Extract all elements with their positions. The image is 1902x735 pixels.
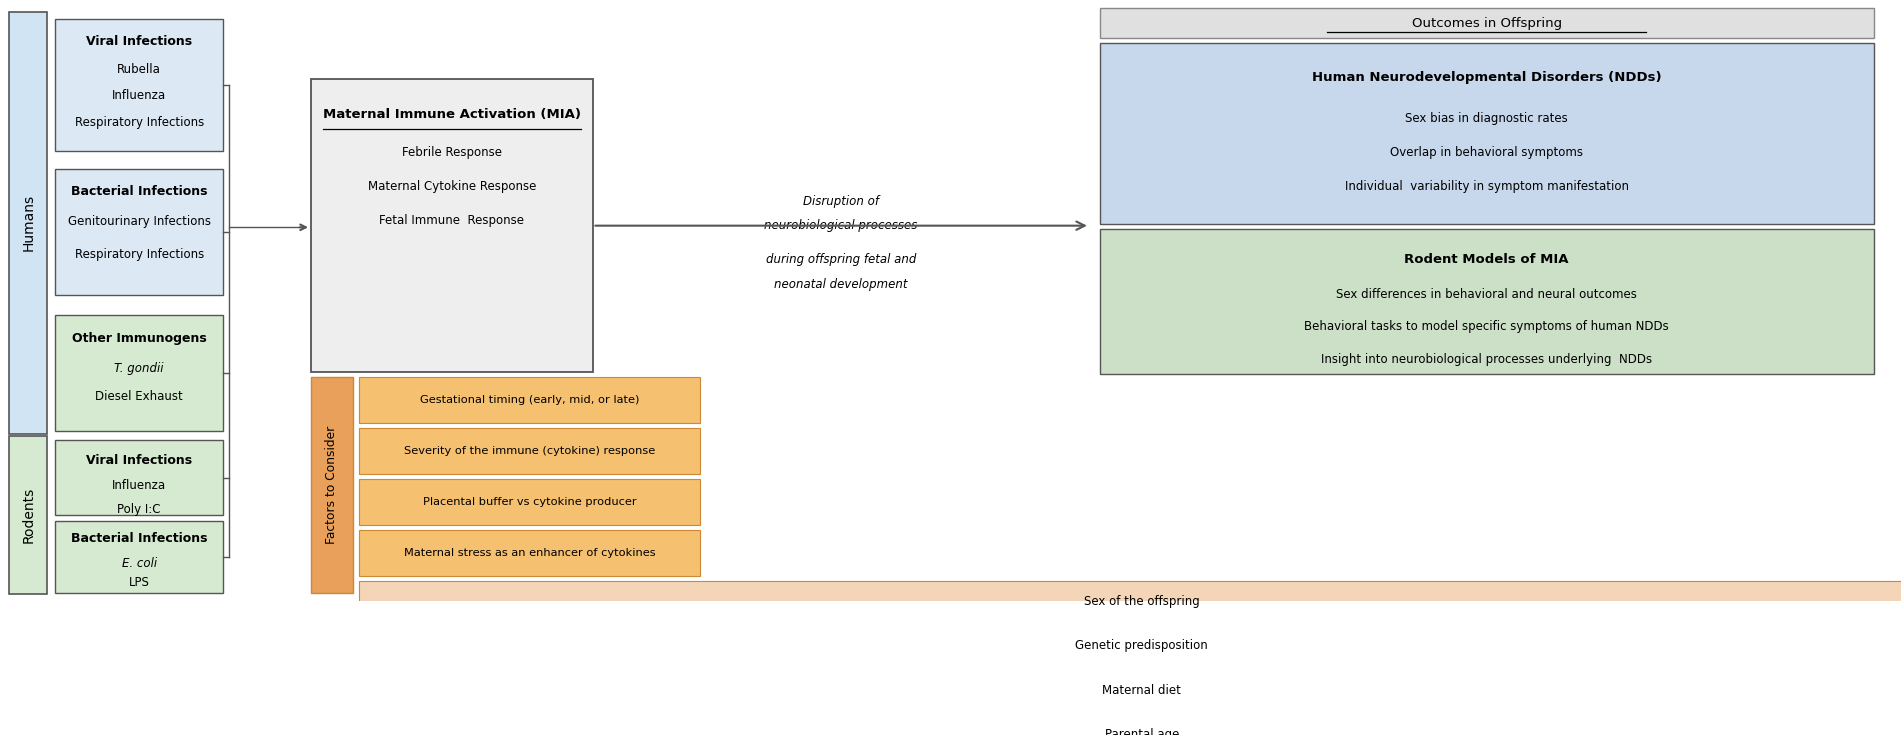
Text: Maternal diet: Maternal diet <box>1103 684 1181 697</box>
FancyBboxPatch shape <box>310 79 593 373</box>
FancyBboxPatch shape <box>55 315 223 431</box>
Text: Placental buffer vs cytokine producer: Placental buffer vs cytokine producer <box>422 497 637 507</box>
FancyBboxPatch shape <box>359 377 700 423</box>
Text: Parental age: Parental age <box>1105 728 1179 735</box>
Text: Bacterial Infections: Bacterial Infections <box>70 185 207 198</box>
Text: Fetal Immune  Response: Fetal Immune Response <box>378 215 525 227</box>
Text: Viral Infections: Viral Infections <box>86 454 192 467</box>
FancyBboxPatch shape <box>55 440 223 515</box>
Text: Poly I:C: Poly I:C <box>118 503 162 516</box>
Text: Influenza: Influenza <box>112 478 165 492</box>
Text: Genitourinary Infections: Genitourinary Infections <box>68 215 211 228</box>
Text: during offspring fetal and: during offspring fetal and <box>767 254 917 266</box>
Text: Gestational timing (early, mid, or late): Gestational timing (early, mid, or late) <box>420 395 639 405</box>
FancyBboxPatch shape <box>359 479 700 525</box>
Text: neurobiological processes: neurobiological processes <box>765 219 919 232</box>
Text: Other Immunogens: Other Immunogens <box>72 331 207 345</box>
Text: T. gondii: T. gondii <box>114 362 164 375</box>
Text: Viral Infections: Viral Infections <box>86 35 192 48</box>
FancyBboxPatch shape <box>55 168 223 295</box>
FancyBboxPatch shape <box>359 581 1902 621</box>
Text: Rodent Models of MIA: Rodent Models of MIA <box>1404 254 1569 266</box>
Text: Behavioral tasks to model specific symptoms of human NDDs: Behavioral tasks to model specific sympt… <box>1305 320 1670 333</box>
Text: Overlap in behavioral symptoms: Overlap in behavioral symptoms <box>1390 146 1582 159</box>
FancyBboxPatch shape <box>1099 8 1873 38</box>
FancyBboxPatch shape <box>55 18 223 151</box>
Text: Individual  variability in symptom manifestation: Individual variability in symptom manife… <box>1345 180 1628 193</box>
Text: Maternal Cytokine Response: Maternal Cytokine Response <box>367 180 536 193</box>
FancyBboxPatch shape <box>1099 43 1873 224</box>
Text: Sex bias in diagnostic rates: Sex bias in diagnostic rates <box>1406 112 1567 124</box>
Text: Bacterial Infections: Bacterial Infections <box>70 532 207 545</box>
Text: Human Neurodevelopmental Disorders (NDDs): Human Neurodevelopmental Disorders (NDDs… <box>1312 71 1662 84</box>
Text: Factors to Consider: Factors to Consider <box>325 426 339 544</box>
Text: LPS: LPS <box>129 576 150 589</box>
Text: Severity of the immune (cytokine) response: Severity of the immune (cytokine) respon… <box>403 446 656 456</box>
Text: Febrile Response: Febrile Response <box>401 146 502 159</box>
Text: Insight into neurobiological processes underlying  NDDs: Insight into neurobiological processes u… <box>1322 353 1653 366</box>
Text: Influenza: Influenza <box>112 90 165 102</box>
FancyBboxPatch shape <box>1099 229 1873 374</box>
FancyBboxPatch shape <box>10 12 48 434</box>
Text: Sex of the offspring: Sex of the offspring <box>1084 595 1200 608</box>
FancyBboxPatch shape <box>359 429 700 474</box>
Text: Rubella: Rubella <box>118 62 162 76</box>
FancyBboxPatch shape <box>359 670 1902 710</box>
Text: Maternal stress as an enhancer of cytokines: Maternal stress as an enhancer of cytoki… <box>403 548 656 558</box>
Text: Humans: Humans <box>21 194 36 251</box>
Text: Maternal Immune Activation (MIA): Maternal Immune Activation (MIA) <box>323 108 580 121</box>
Text: Genetic predisposition: Genetic predisposition <box>1075 639 1208 652</box>
Text: Rodents: Rodents <box>21 487 36 543</box>
Text: Diesel Exhaust: Diesel Exhaust <box>95 390 183 404</box>
Text: Respiratory Infections: Respiratory Infections <box>74 248 204 261</box>
FancyBboxPatch shape <box>359 714 1902 735</box>
FancyBboxPatch shape <box>310 377 354 592</box>
Text: Disruption of: Disruption of <box>803 195 879 208</box>
Text: neonatal development: neonatal development <box>774 278 907 291</box>
FancyBboxPatch shape <box>55 521 223 592</box>
FancyBboxPatch shape <box>359 530 700 576</box>
Text: E. coli: E. coli <box>122 557 156 570</box>
FancyBboxPatch shape <box>10 436 48 595</box>
FancyBboxPatch shape <box>359 625 1902 666</box>
Text: Outcomes in Offspring: Outcomes in Offspring <box>1411 16 1562 29</box>
Text: Sex differences in behavioral and neural outcomes: Sex differences in behavioral and neural… <box>1337 287 1638 301</box>
Text: Respiratory Infections: Respiratory Infections <box>74 116 204 129</box>
